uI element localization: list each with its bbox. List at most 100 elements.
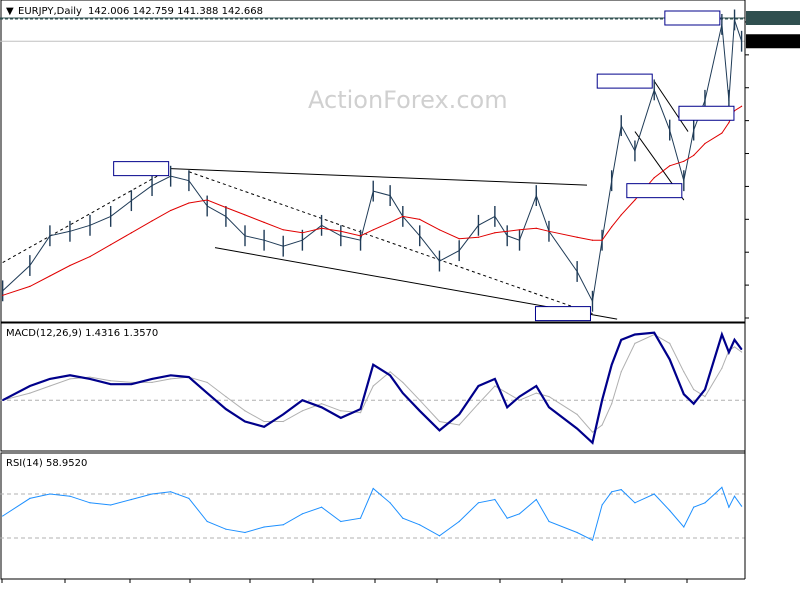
rsi-line-point <box>206 520 208 523</box>
moving-average-line-point <box>728 122 730 124</box>
moving-average-line-point <box>576 236 578 238</box>
level-badge <box>746 11 800 25</box>
rsi-title: RSI(14) 58.9520 <box>6 458 87 469</box>
macd-signal-line-point <box>683 371 685 373</box>
price-close-line-point <box>518 239 521 241</box>
macd-signal-line-point <box>206 381 208 384</box>
price-close-line-point <box>244 235 246 237</box>
macd-signal-line-point <box>506 392 508 394</box>
price-close-line-point <box>282 245 284 247</box>
macd-line-point <box>170 374 172 376</box>
moving-average-line-point <box>110 244 112 246</box>
price-close-line-point <box>372 190 374 192</box>
macd-signal-line-point <box>263 420 265 423</box>
macd-line-point <box>372 364 374 366</box>
rsi-line-point <box>601 504 603 506</box>
macd-signal-line-point <box>591 431 594 433</box>
macd-signal-line-point <box>110 380 112 382</box>
rsi-line-point <box>170 491 172 493</box>
macd-signal-line-point <box>69 378 71 380</box>
moving-average-line-point <box>188 202 190 204</box>
price-close-line-point <box>206 205 208 207</box>
macd-line-point <box>282 413 284 415</box>
rsi-line-point <box>320 506 323 508</box>
macd-signal-line-point <box>49 385 51 387</box>
moving-average-line-point <box>372 229 374 231</box>
macd-line-point <box>611 364 613 366</box>
rsi-line-point <box>634 502 636 504</box>
macd-signal-line-point <box>669 342 671 344</box>
rsi-line-point <box>669 509 671 512</box>
rsi-line-point <box>110 504 112 506</box>
price-close-line-point <box>188 180 190 182</box>
moving-average-line-point <box>29 285 31 287</box>
macd-line-point <box>402 392 404 394</box>
price-close-line-point <box>704 99 706 101</box>
price-close-line-point <box>740 40 743 42</box>
price-axis-bg <box>745 0 800 600</box>
price-close-line-point <box>89 224 91 226</box>
collapse-arrow-icon[interactable]: ▼ <box>6 6 14 17</box>
price-close-line-point <box>340 235 342 237</box>
price-close-line-point <box>634 150 636 152</box>
moving-average-line-point <box>170 209 172 212</box>
trendline-0 <box>170 168 588 186</box>
moving-average-line-point <box>494 232 496 234</box>
macd-signal-line-point <box>693 388 695 391</box>
moving-average-line-point <box>693 154 695 156</box>
rsi-line-point <box>611 491 613 493</box>
macd-line-point <box>620 339 622 341</box>
rsi-line-point <box>535 498 537 501</box>
price-label-box <box>596 73 653 89</box>
moving-average-line-point <box>611 226 613 228</box>
price-close-line-point <box>728 99 730 101</box>
rsi-line-point <box>693 506 695 508</box>
rsi-line-point <box>244 531 246 534</box>
moving-average-line-point <box>721 132 723 134</box>
price-close-line-point <box>576 270 578 273</box>
price-close-line-point <box>69 230 71 232</box>
moving-average-line-point <box>740 105 743 107</box>
moving-average-line-point <box>49 275 51 277</box>
price-close-line-point <box>49 235 51 237</box>
rsi-line-point <box>548 520 550 523</box>
rsi-line-point <box>389 502 391 504</box>
macd-line-point <box>477 385 480 387</box>
price-close-line-point <box>2 290 4 292</box>
macd-signal-line-point <box>372 385 374 387</box>
rsi-line-point <box>301 513 303 515</box>
macd-line-point <box>263 426 265 428</box>
macd-signal-line-point <box>402 381 404 384</box>
rsi-line-point <box>518 513 521 515</box>
rsi-line-point <box>728 506 730 508</box>
moving-average-line-point <box>320 227 323 229</box>
macd-line-point <box>389 374 391 376</box>
price-close-line-point <box>721 23 723 26</box>
macd-signal-line-point <box>634 342 636 344</box>
price-close-line-point <box>301 239 303 241</box>
macd-line-point <box>740 348 743 350</box>
macd-line-point <box>458 413 460 415</box>
price-close-line-point <box>693 129 695 131</box>
rsi-line-point <box>340 520 342 523</box>
price-close-line-point <box>29 264 31 267</box>
macd-signal-line-point <box>576 413 578 415</box>
macd-line-point <box>494 378 496 380</box>
macd-signal-line-point <box>130 381 132 384</box>
rsi-line <box>2 486 743 541</box>
price-label-box <box>113 161 170 177</box>
price-close-line-point <box>653 89 655 91</box>
pane-frame-2 <box>0 452 746 580</box>
macd-line-point <box>576 427 578 430</box>
rsi-line-point <box>151 493 153 495</box>
price-close-line-point <box>591 300 594 302</box>
price-close-line-point <box>110 215 112 218</box>
moving-average-line-point <box>282 229 284 231</box>
macd-line-point <box>506 406 508 408</box>
moving-average-line-point <box>634 199 636 201</box>
rsi-line-point <box>458 520 460 523</box>
moving-average-line-point <box>389 221 391 223</box>
macd-signal-line-point <box>548 396 550 398</box>
